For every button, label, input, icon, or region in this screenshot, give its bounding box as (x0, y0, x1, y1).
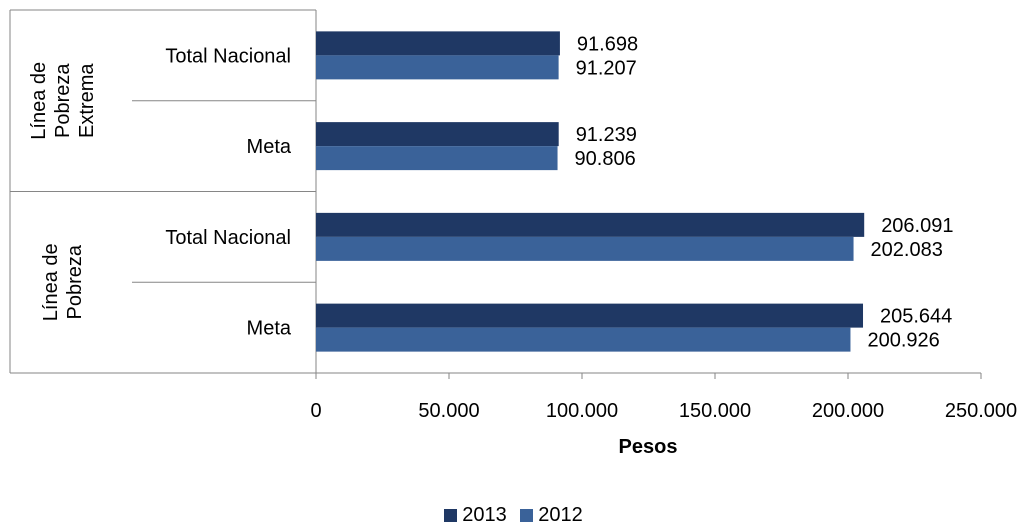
x-tick-label: 0 (310, 400, 321, 422)
bar-2013 (316, 31, 560, 56)
category-label: Meta (247, 318, 292, 340)
x-tick-label: 200.000 (812, 400, 884, 422)
data-label-2012: 200.926 (867, 330, 939, 352)
data-label-2013: 206.091 (881, 215, 953, 237)
category-label: Total Nacional (165, 227, 291, 249)
category-labels: Total Nacional Meta Total Nacional Meta (165, 45, 291, 339)
bar-2013 (316, 303, 864, 328)
bar-2013 (316, 122, 559, 147)
x-tick-label: 150.000 (679, 400, 751, 422)
category-label: Total Nacional (165, 45, 291, 67)
data-label-2012: 202.083 (871, 239, 943, 261)
data-labels: 91.698 91.239 206.091 205.644 91.207 90.806 20… (575, 33, 954, 351)
bar-2012 (316, 236, 854, 261)
x-tick-label: 100.000 (546, 400, 618, 422)
category-label: Meta (247, 136, 292, 158)
data-label-2013: 91.239 (576, 124, 637, 146)
legend-label-2012: 2012 (538, 504, 583, 526)
legend-swatch-2012 (520, 509, 534, 522)
data-label-2012: 90.806 (575, 148, 636, 170)
x-tick-label: 50.000 (418, 400, 479, 422)
legend-item-2012: 2012 (520, 504, 583, 526)
legend-item-2013: 2013 (444, 504, 507, 526)
legend-label-2013: 2013 (462, 504, 507, 526)
group-label-line: Línea de (40, 243, 62, 321)
x-axis-title: Pesos (619, 436, 678, 458)
data-label-2013: 205.644 (880, 306, 952, 328)
bar-2012 (316, 55, 559, 80)
legend: 2013 2012 (0, 504, 1027, 526)
group-label-line: Línea de (28, 62, 50, 140)
bar-2013 (316, 212, 865, 237)
data-label-2012: 91.207 (576, 57, 637, 79)
data-label-2013: 91.698 (577, 33, 638, 55)
bar-chart: 91.698 91.239 206.091 205.644 91.207 90.806 20… (9, 9, 1017, 458)
x-tick-label: 250.000 (945, 400, 1017, 422)
axes (9, 9, 982, 379)
bar-2012 (316, 146, 558, 171)
group-label-line: Pobreza (64, 244, 86, 319)
bar-marks (316, 31, 865, 352)
group-label-line: Pobreza (52, 63, 74, 138)
legend-swatch-2013 (444, 509, 458, 522)
bar-2012 (316, 327, 851, 352)
x-tick-labels: 0 50.000 100.000 150.000 200.000 250.000 (310, 400, 1017, 422)
group-label-line: Extrema (76, 63, 98, 138)
